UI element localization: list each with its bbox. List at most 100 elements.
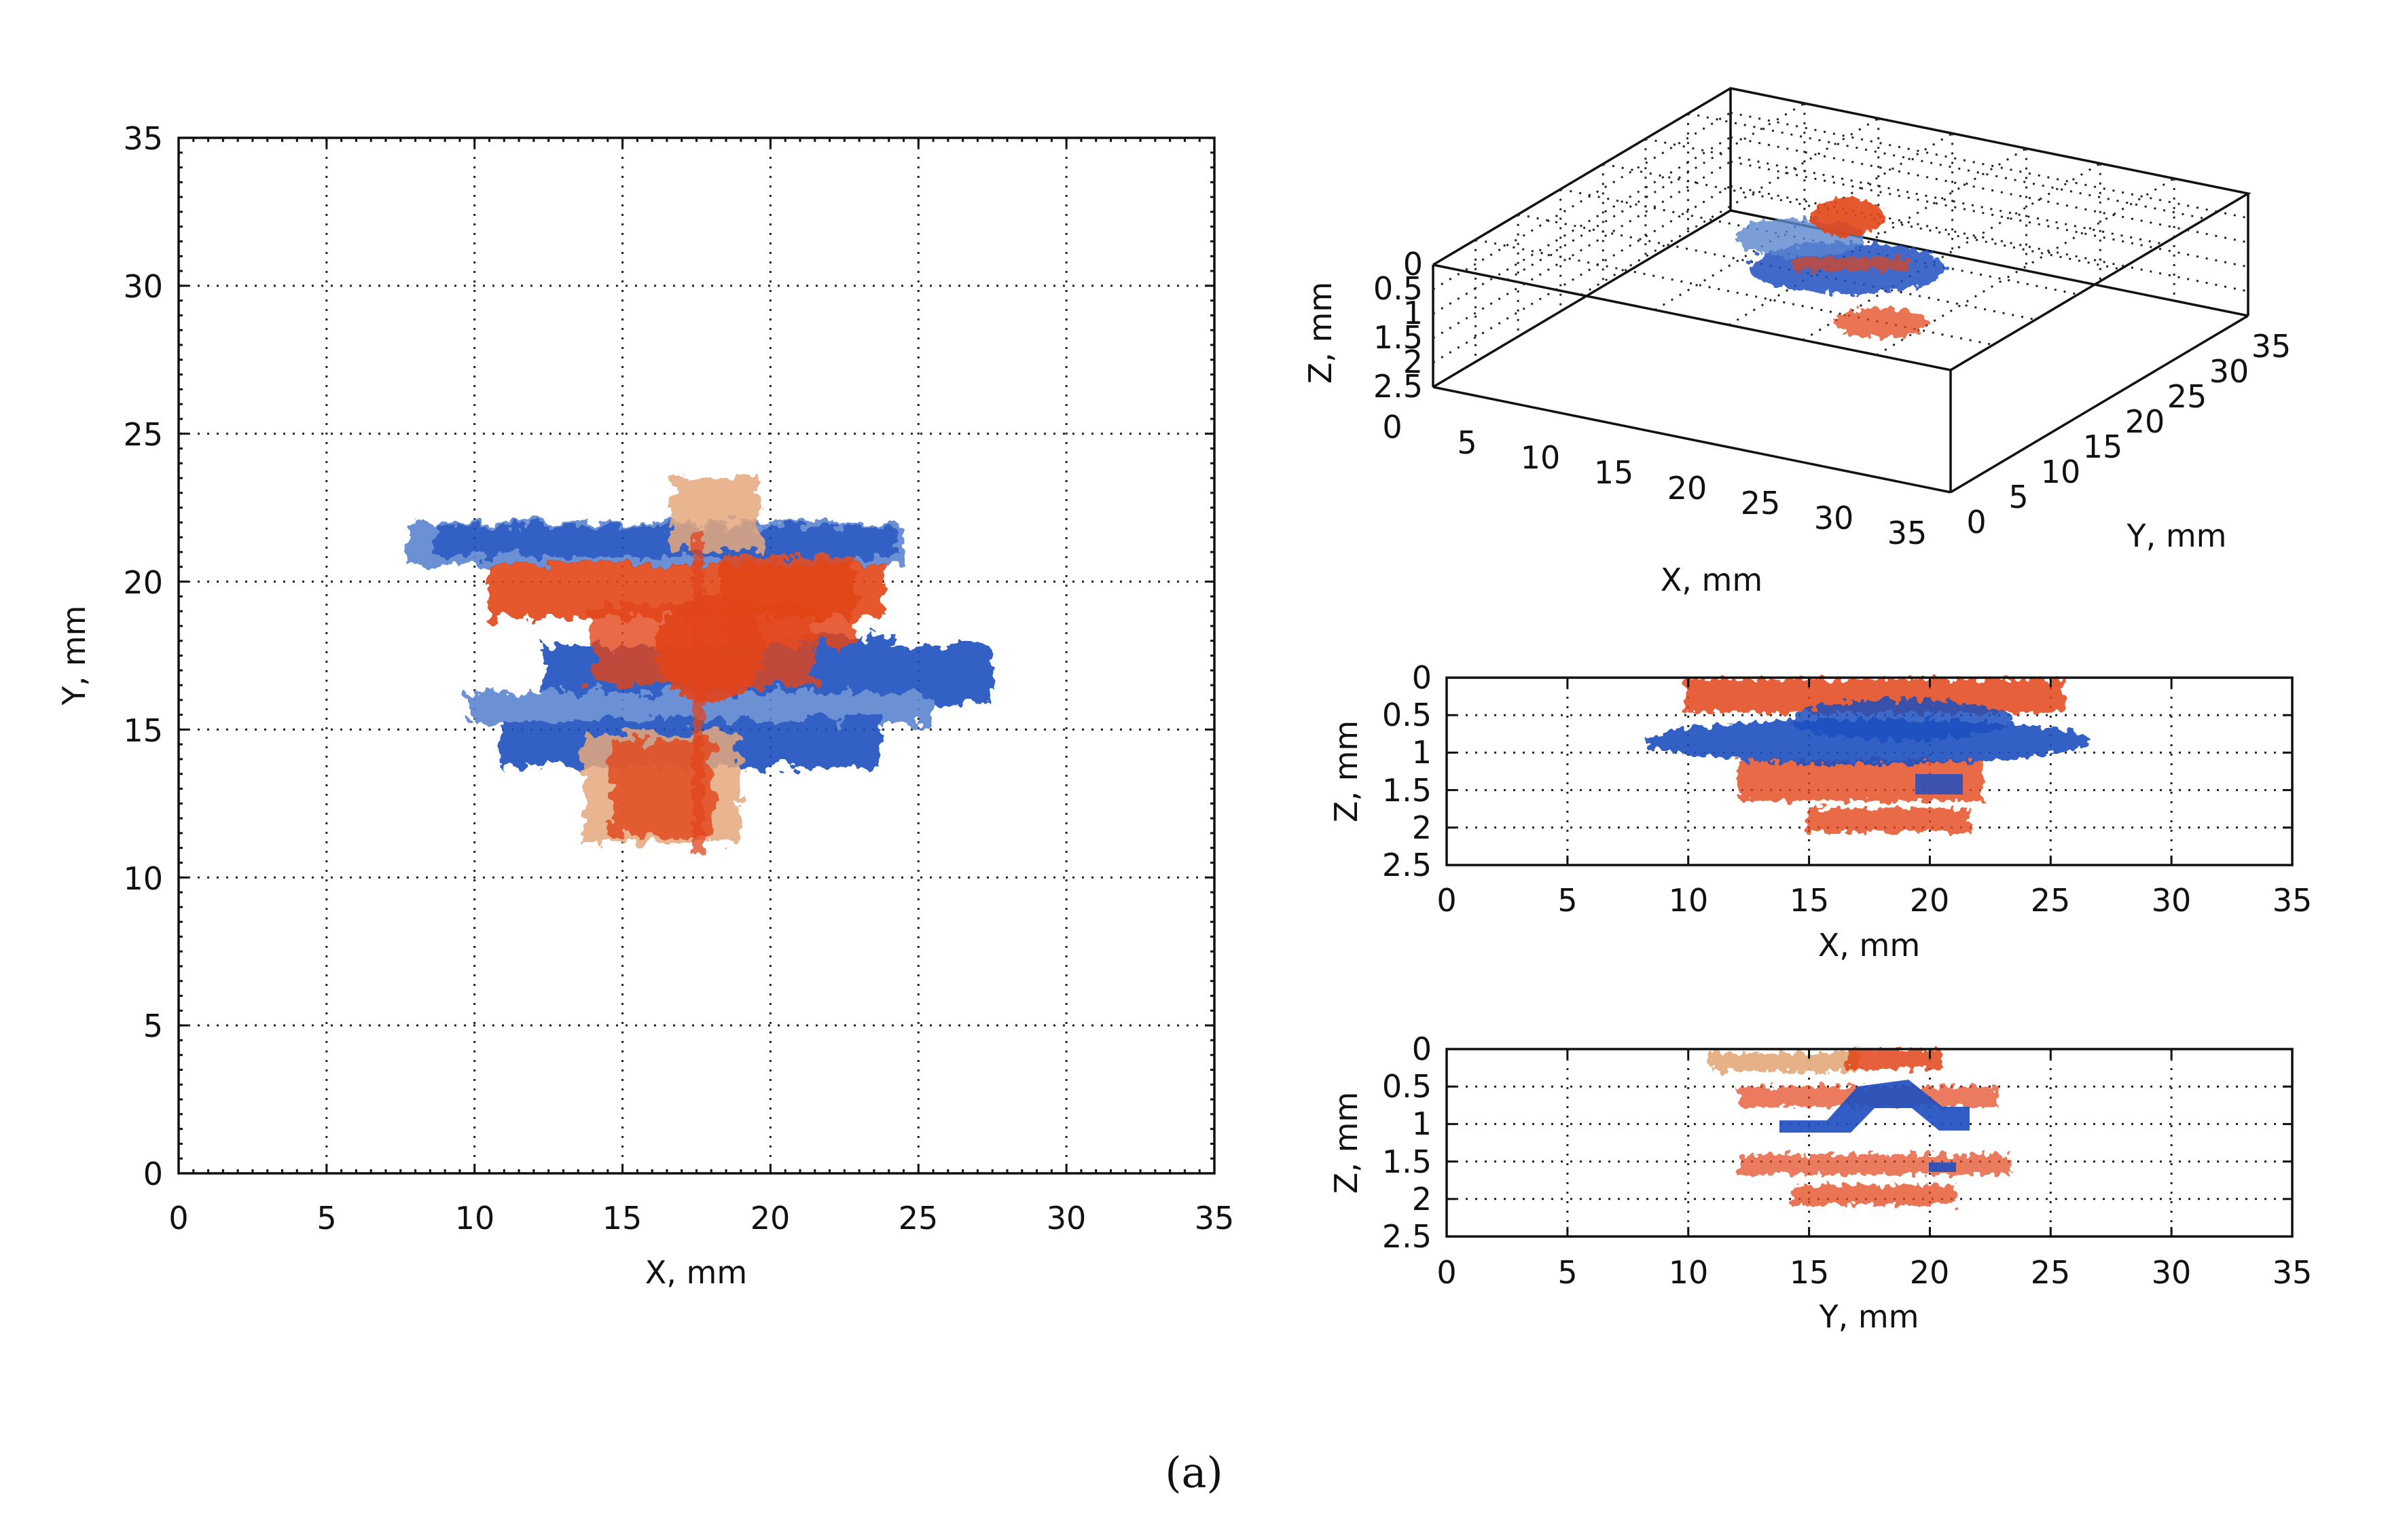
x-tick-label: 0: [168, 1200, 188, 1236]
3d-z-axis-label: Z, mm: [1302, 282, 1339, 384]
xy-ticks: [177, 136, 1216, 1175]
x-tick-label: 5: [1457, 424, 1477, 461]
y-tick-label: 10: [123, 860, 163, 897]
y-tick-label: 35: [2251, 328, 2292, 365]
xy-y-tick-labels: 0 5 10 15 20 25 30 35: [123, 120, 163, 1192]
y-tick-label: 25: [2167, 378, 2207, 415]
3d-grid: [1432, 102, 2249, 364]
3d-damage-cloud: [1735, 198, 1946, 337]
gridline-3d-wall: [1730, 111, 2249, 219]
yz-damage-map: [1712, 1049, 2010, 1205]
z-tick-label: 0: [1403, 246, 1423, 282]
gridline-3d: [1580, 117, 1879, 296]
z-tick-label: 1.5: [1382, 1143, 1432, 1180]
y-tick-label: 25: [123, 416, 163, 453]
z-tick-label: 0.5: [1382, 697, 1432, 733]
3d-y-axis-label: Y, mm: [2127, 517, 2227, 554]
gridline-3d-wall: [1432, 160, 1731, 340]
xz-grid: [1447, 678, 2292, 865]
x-tick-label: 10: [1669, 882, 1709, 919]
orange-core: [655, 594, 764, 703]
y-tick-label: 30: [2152, 1254, 2192, 1291]
z-tick-label: 2.5: [1382, 1218, 1432, 1255]
y-tick-label: 20: [1910, 1254, 1950, 1291]
z-tick-label: 1: [1412, 734, 1432, 771]
z-tick-label: 2: [1403, 344, 1423, 380]
yz-ticks: [1445, 1048, 2294, 1238]
x-tick-label: 30: [1814, 500, 1854, 536]
y-tick-label: 15: [2083, 428, 2123, 465]
z-tick-label: 1: [1403, 295, 1423, 331]
x-tick-label: 35: [2273, 882, 2313, 919]
3d-view-panel: 0 0.5 1 1.5 2 2.5 0 5 10 15 20 25 30 35 …: [1302, 87, 2291, 598]
blue-arch: [1779, 1080, 1970, 1133]
xz-y-tick-labels: 0 0.5 1 1.5 2 2.5: [1382, 659, 1432, 883]
yz-x-axis-label: Y, mm: [1819, 1298, 1919, 1335]
yz-z-axis-label: Z, mm: [1328, 1092, 1364, 1194]
z-tick-label: 1.5: [1382, 772, 1432, 809]
blue-region: [1915, 774, 1963, 794]
x-tick-label: 25: [2031, 882, 2071, 919]
x-tick-label: 15: [1790, 882, 1830, 919]
3d-x-axis-label: X, mm: [1661, 562, 1762, 598]
y-tick-label: 10: [1669, 1254, 1709, 1291]
x-tick-label: 5: [1557, 882, 1577, 919]
blue-region: [1929, 1162, 1956, 1172]
y-tick-label: 20: [123, 564, 163, 601]
x-tick-label: 15: [602, 1200, 643, 1236]
orange-cloud: [1834, 308, 1929, 337]
x-tick-label: 35: [1887, 515, 1928, 551]
x-tick-label: 10: [455, 1200, 495, 1236]
orange-region: [1807, 808, 1970, 832]
orange-region: [1712, 1052, 1861, 1071]
xz-projection-panel: 0 5 10 15 20 25 30 35 0 0.5 1 1.5 2 2.5 …: [1328, 659, 2312, 964]
y-tick-label: 30: [123, 268, 163, 305]
orange-streak: [693, 530, 704, 856]
y-tick-label: 25: [2031, 1254, 2071, 1291]
y-tick-label: 0: [1436, 1254, 1456, 1291]
xz-ticks: [1445, 676, 2294, 866]
orange-region: [1739, 1154, 2010, 1175]
z-tick-label: 2.5: [1373, 368, 1423, 405]
x-tick-label: 30: [2152, 882, 2192, 919]
y-tick-label: 5: [1557, 1254, 1577, 1291]
orange-region: [672, 475, 761, 550]
x-tick-label: 30: [1047, 1200, 1087, 1236]
orange-cloud: [1810, 198, 1885, 236]
orange-cloud: [1793, 258, 1908, 270]
gridline-3d-wall: [1432, 111, 1731, 291]
y-tick-label: 0: [1966, 504, 1986, 540]
blue-region: [435, 526, 897, 557]
x-tick-label: 25: [1741, 485, 1781, 521]
gridline-3d: [1506, 102, 1805, 281]
x-tick-label: 10: [1521, 439, 1561, 476]
yz-grid: [1447, 1049, 2292, 1236]
z-tick-label: 0: [1412, 1031, 1432, 1067]
x-tick-label: 35: [1195, 1200, 1235, 1236]
gridline-3d: [1688, 112, 2206, 220]
x-tick-label: 15: [1594, 454, 1634, 491]
xz-x-tick-labels: 0 5 10 15 20 25 30 35: [1436, 882, 2312, 919]
z-tick-label: 2: [1412, 809, 1432, 846]
yz-axes-frame: [1445, 1048, 2294, 1238]
y-tick-label: 30: [2209, 353, 2249, 390]
y-tick-label: 35: [2273, 1254, 2313, 1291]
x-tick-label: 5: [316, 1200, 336, 1236]
z-tick-label: 2: [1412, 1181, 1432, 1217]
3d-x-tick-labels: 0 5 10 15 20 25 30 35: [1382, 409, 1927, 551]
z-tick-label: 0.5: [1382, 1068, 1432, 1105]
xy-projection-panel: 0 5 10 15 20 25 30 35 0 5 10 15 20 25 30…: [56, 120, 1234, 1291]
x-tick-label: 25: [899, 1200, 939, 1236]
3d-z-tick-labels: 0 0.5 1 1.5 2 2.5: [1373, 246, 1423, 405]
y-tick-label: 20: [2125, 403, 2165, 440]
x-tick-label: 20: [1667, 470, 1707, 507]
gridline-3d: [1645, 137, 2164, 245]
3d-y-tick-labels: 0 5 10 15 20 25 30 35: [1966, 328, 2291, 540]
blue-region: [1793, 699, 2010, 740]
figure-caption: (a): [1165, 1448, 1223, 1497]
yz-x-tick-labels: 0 5 10 15 20 25 30 35: [1436, 1254, 2312, 1291]
z-tick-label: 1: [1412, 1105, 1432, 1142]
gridline-3d: [1728, 147, 2027, 326]
yz-projection-panel: 0 5 10 15 20 25 30 35 0 0.5 1 1.5 2 2.5 …: [1328, 1031, 2312, 1335]
